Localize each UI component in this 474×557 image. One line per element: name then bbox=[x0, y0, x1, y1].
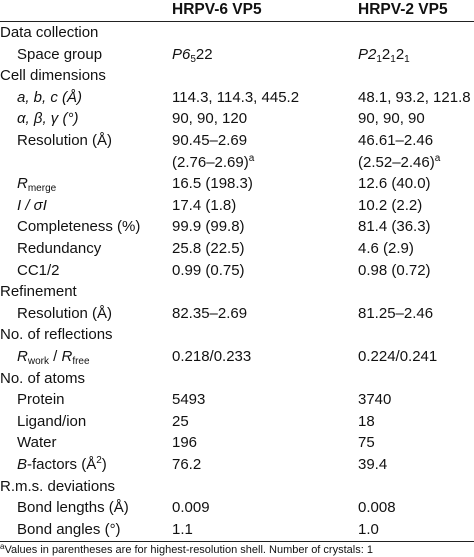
section-cell-dimensions: Cell dimensions bbox=[0, 67, 106, 85]
table-row-i-sigma: I / σI 17.4 (1.8) 10.2 (2.2) bbox=[17, 196, 423, 214]
table-row-cc: CC1/2 0.99 (0.75) 0.98 (0.72) bbox=[17, 261, 431, 279]
table-row-r-work-free: Rwork / Rfree 0.218/0.233 0.224/0.241 bbox=[17, 348, 438, 367]
table-row-space-group: Space group P6522 P212121 bbox=[17, 45, 410, 65]
hrpv6-space-group: P6522 bbox=[172, 45, 213, 65]
section-reflections: No. of reflections bbox=[0, 326, 113, 344]
table-row-protein: Protein 5493 3740 bbox=[17, 391, 392, 409]
header-rule bbox=[0, 21, 474, 22]
section-atoms: No. of atoms bbox=[0, 369, 86, 387]
column-header-hrpv2: HRPV-2 VP5 bbox=[358, 1, 448, 18]
table-row-water: Water 196 75 bbox=[17, 434, 375, 452]
table-row-resolution-shell: (2.76–2.69)a (2.52–2.46)a bbox=[172, 152, 441, 171]
table-row-abc: a, b, c (Å) 114.3, 114.3, 445.2 48.1, 93… bbox=[17, 88, 471, 106]
table-row-redundancy: Redundancy 25.8 (22.5) 4.6 (2.9) bbox=[17, 240, 414, 257]
table-row-bond-lengths: Bond lengths (Å) 0.009 0.008 bbox=[17, 499, 396, 517]
table-row-ligand: Ligand/ion 25 18 bbox=[17, 412, 375, 430]
bottom-rule bbox=[0, 541, 474, 543]
table-row-r-merge: Rmerge 16.5 (198.3) 12.6 (40.0) bbox=[17, 175, 431, 195]
section-rms: R.m.s. deviations bbox=[0, 477, 116, 495]
section-refinement: Refinement bbox=[0, 283, 77, 301]
table-footnote: aValues in parentheses are for highest-r… bbox=[0, 542, 373, 557]
table-row-refinement-resolution: Resolution (Å) 82.35–2.69 81.25–2.46 bbox=[17, 304, 434, 322]
table-row-resolution: Resolution (Å) 90.45–2.69 46.61–2.46 bbox=[17, 132, 434, 149]
table-row-bfactors: B-factors (Å2) 76.2 39.4 bbox=[17, 455, 388, 474]
table-row-completeness: Completeness (%) 99.9 (99.8) 81.4 (36.3) bbox=[17, 218, 431, 236]
table-row-angles: α, β, γ (°) 90, 90, 120 90, 90, 90 bbox=[17, 110, 425, 128]
section-data-collection: Data collection bbox=[0, 24, 99, 41]
hrpv2-space-group: P212121 bbox=[358, 45, 410, 65]
table-row-bond-angles: Bond angles (°) 1.1 1.0 bbox=[17, 520, 379, 538]
column-header-hrpv6: HRPV-6 VP5 bbox=[172, 1, 262, 18]
